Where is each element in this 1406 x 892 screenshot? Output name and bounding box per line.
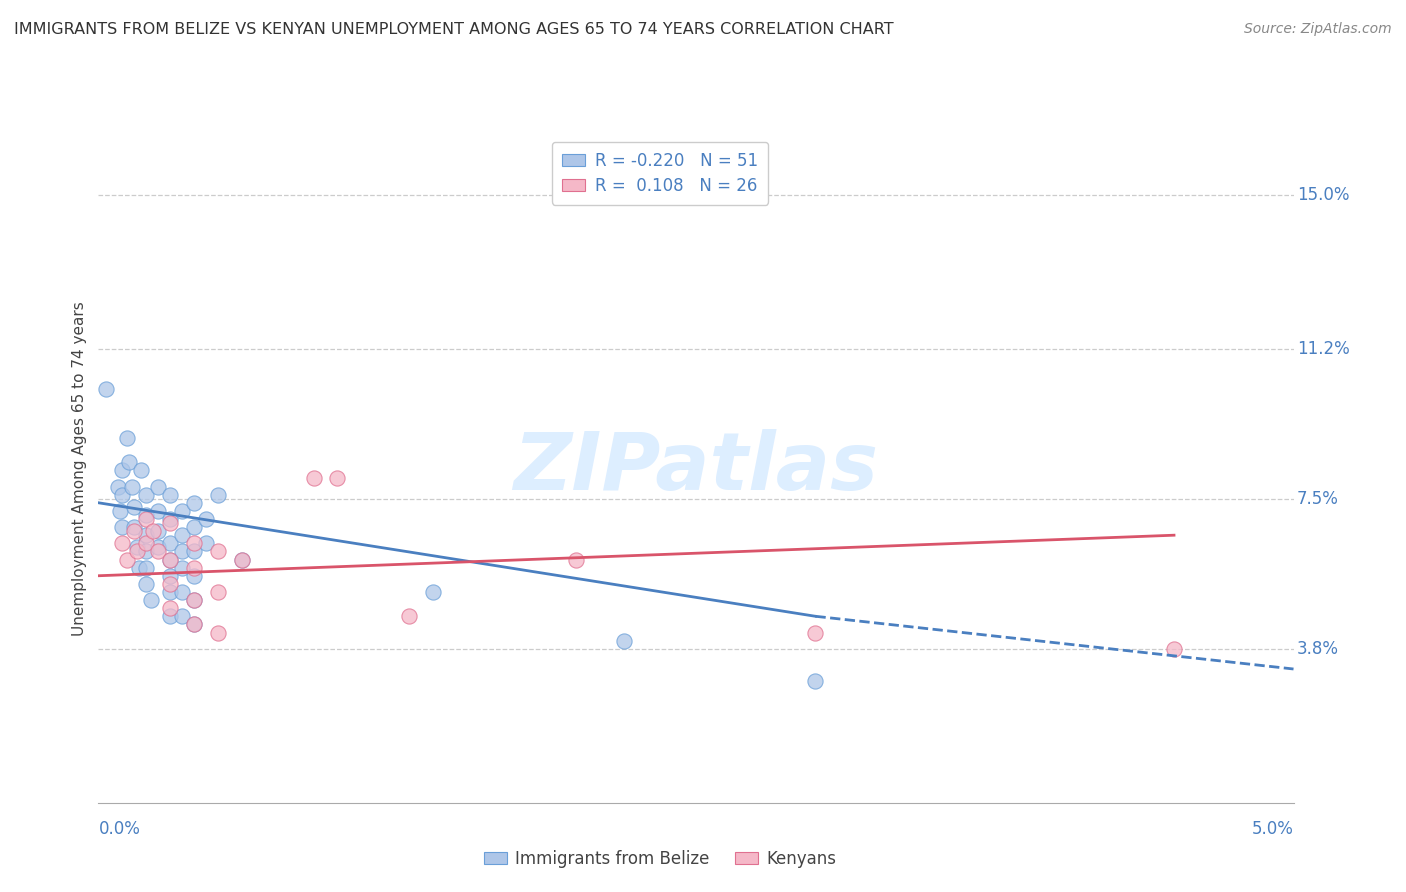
Point — [125, 541, 148, 555]
Point — [108, 504, 131, 518]
Point — [131, 463, 153, 477]
Point — [121, 479, 143, 493]
Point — [159, 577, 181, 591]
Point — [124, 524, 146, 538]
Point — [183, 593, 205, 607]
Point — [148, 524, 170, 538]
Point — [118, 455, 141, 469]
Point — [172, 504, 194, 518]
Point — [159, 516, 181, 530]
Point — [207, 585, 229, 599]
Point — [135, 560, 157, 574]
Text: 11.2%: 11.2% — [1298, 340, 1350, 358]
Point — [128, 560, 150, 574]
Point — [111, 463, 134, 477]
Point — [125, 544, 148, 558]
Point — [148, 504, 170, 518]
Point — [148, 479, 170, 493]
Point — [183, 617, 205, 632]
Text: 5.0%: 5.0% — [1251, 820, 1294, 838]
Text: IMMIGRANTS FROM BELIZE VS KENYAN UNEMPLOYMENT AMONG AGES 65 TO 74 YEARS CORRELAT: IMMIGRANTS FROM BELIZE VS KENYAN UNEMPLO… — [14, 22, 894, 37]
Point — [159, 488, 181, 502]
Point — [111, 536, 134, 550]
Point — [111, 488, 134, 502]
Point — [613, 633, 636, 648]
Point — [183, 568, 205, 582]
Legend: Immigrants from Belize, Kenyans: Immigrants from Belize, Kenyans — [477, 844, 844, 875]
Point — [135, 577, 157, 591]
Point — [94, 382, 117, 396]
Point — [135, 536, 157, 550]
Point — [804, 674, 827, 689]
Point — [207, 625, 229, 640]
Point — [159, 568, 181, 582]
Point — [172, 528, 194, 542]
Point — [183, 560, 205, 574]
Point — [148, 544, 170, 558]
Point — [135, 508, 157, 522]
Y-axis label: Unemployment Among Ages 65 to 74 years: Unemployment Among Ages 65 to 74 years — [72, 301, 87, 636]
Point — [422, 585, 444, 599]
Point — [231, 552, 253, 566]
Point — [172, 560, 194, 574]
Text: ZIPatlas: ZIPatlas — [513, 429, 879, 508]
Point — [115, 552, 138, 566]
Text: 3.8%: 3.8% — [1298, 640, 1339, 657]
Point — [107, 479, 129, 493]
Point — [115, 431, 138, 445]
Point — [159, 601, 181, 615]
Point — [124, 500, 146, 514]
Point — [183, 536, 205, 550]
Point — [159, 585, 181, 599]
Text: 15.0%: 15.0% — [1298, 186, 1350, 203]
Point — [159, 512, 181, 526]
Point — [326, 471, 349, 485]
Point — [207, 544, 229, 558]
Point — [135, 544, 157, 558]
Point — [804, 625, 827, 640]
Point — [172, 544, 194, 558]
Point — [231, 552, 253, 566]
Text: Source: ZipAtlas.com: Source: ZipAtlas.com — [1244, 22, 1392, 37]
Point — [183, 496, 205, 510]
Point — [194, 536, 218, 550]
Point — [159, 609, 181, 624]
Point — [135, 512, 157, 526]
Point — [302, 471, 325, 485]
Point — [183, 520, 205, 534]
Text: 0.0%: 0.0% — [98, 820, 141, 838]
Point — [565, 552, 588, 566]
Point — [172, 609, 194, 624]
Point — [135, 488, 157, 502]
Point — [111, 520, 134, 534]
Point — [183, 593, 205, 607]
Point — [135, 528, 157, 542]
Point — [172, 585, 194, 599]
Point — [159, 552, 181, 566]
Point — [159, 552, 181, 566]
Point — [183, 544, 205, 558]
Point — [398, 609, 420, 624]
Point — [194, 512, 218, 526]
Point — [159, 536, 181, 550]
Point — [148, 541, 170, 555]
Point — [207, 488, 229, 502]
Point — [183, 617, 205, 632]
Point — [139, 593, 162, 607]
Text: 7.5%: 7.5% — [1298, 490, 1339, 508]
Point — [142, 524, 165, 538]
Point — [1163, 641, 1185, 656]
Point — [124, 520, 146, 534]
